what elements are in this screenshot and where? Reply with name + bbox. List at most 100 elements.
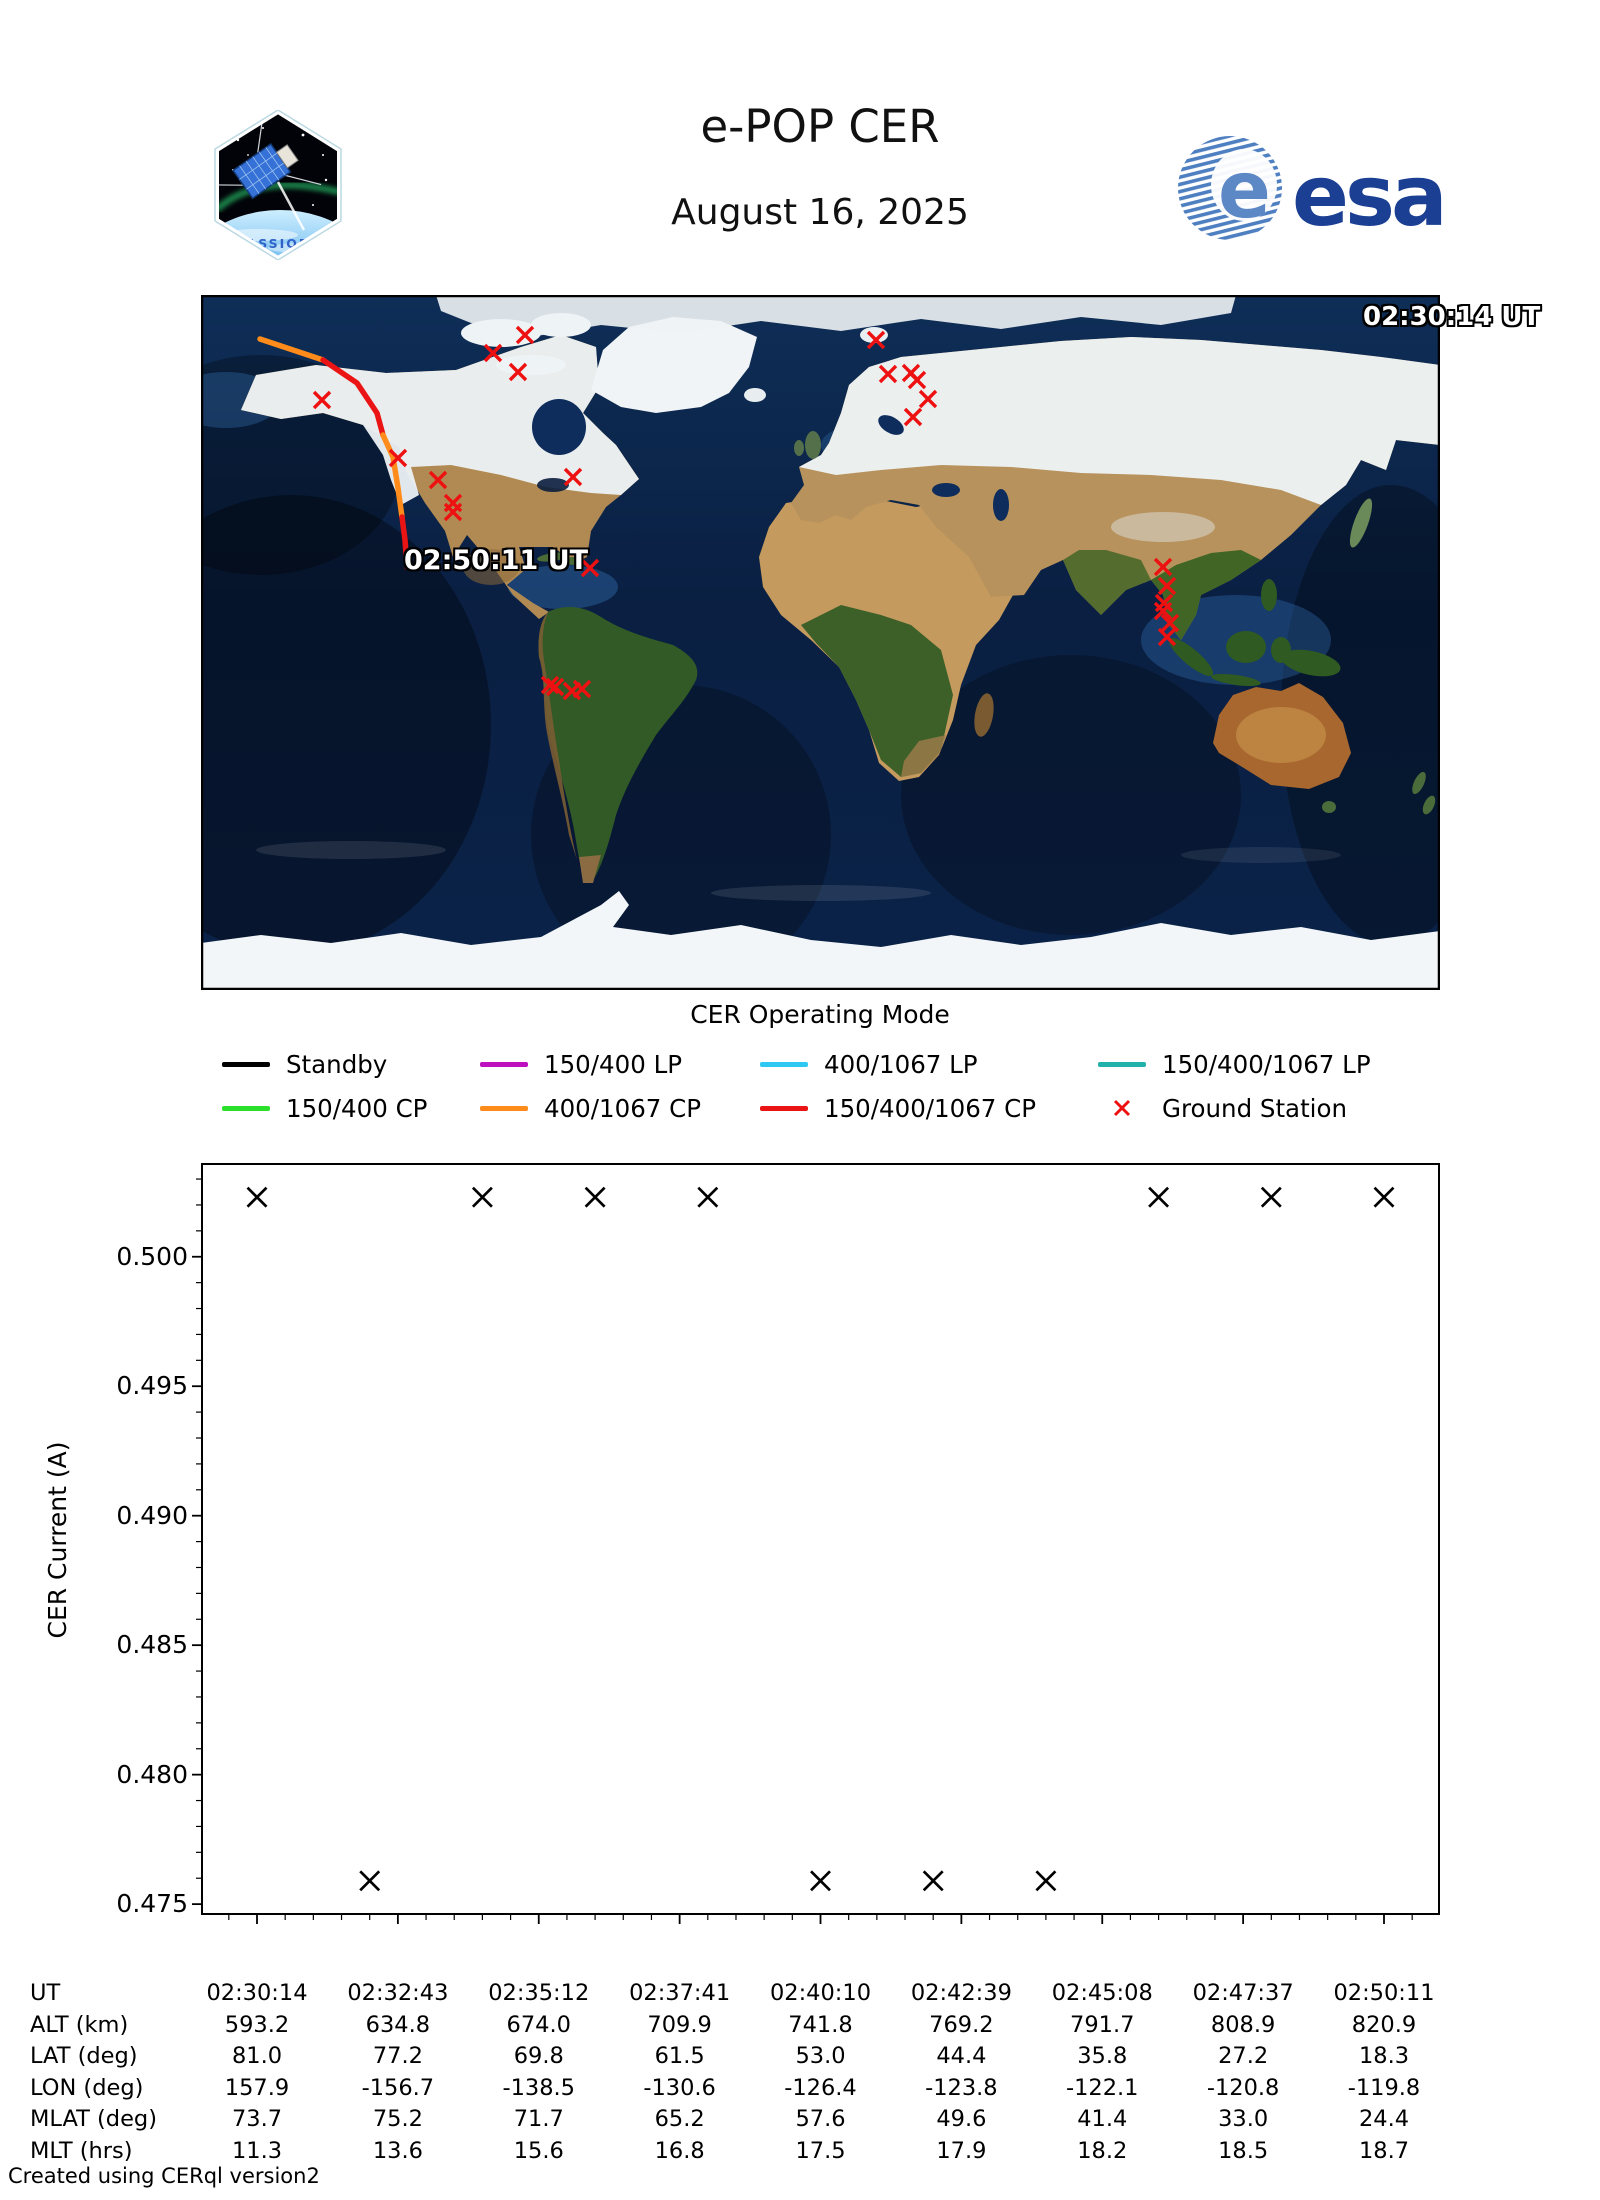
patch-satellite [217, 112, 322, 200]
legend-item: 400/1067 LP [760, 1046, 978, 1082]
table-cell: 791.7 [1070, 2012, 1135, 2038]
ground-station-x-icon [1113, 1099, 1131, 1117]
table-cell: 674.0 [506, 2012, 571, 2038]
y-tick-label: 0.485 [116, 1630, 188, 1660]
table-cell: 65.2 [654, 2106, 705, 2132]
legend-item: 150/400/1067 CP [760, 1090, 1036, 1126]
ground-station-marker [540, 675, 560, 695]
ground-track-map [201, 295, 1440, 990]
ground-station-marker [907, 370, 927, 390]
table-cell: 16.8 [654, 2138, 705, 2164]
table-cell: 02:37:41 [629, 1980, 731, 2006]
cer-current-plot [192, 1163, 1440, 1924]
table-cell: 11.3 [231, 2138, 283, 2164]
legend-item-label: 400/1067 LP [824, 1049, 978, 1079]
satellite-track-segment [380, 432, 405, 520]
table-row-label: MLT (hrs) [30, 2138, 133, 2164]
map-border [201, 295, 1440, 990]
esa-globe-letter: e [1218, 146, 1271, 236]
table-cell: 75.2 [372, 2106, 423, 2132]
legend-item: Ground Station [1098, 1090, 1347, 1126]
table-cell: 77.2 [372, 2043, 423, 2069]
table-cell: -123.8 [925, 2075, 998, 2101]
table-cell: -120.8 [1206, 2075, 1280, 2101]
data-point-marker [1148, 1186, 1170, 1208]
ground-station-marker [443, 502, 463, 522]
table-cell: 02:47:37 [1192, 1980, 1294, 2006]
cassiope-mission-patch: CASSIOPE [214, 110, 342, 260]
legend-item-label: Ground Station [1162, 1093, 1348, 1123]
y-tick-label: 0.490 [116, 1500, 188, 1530]
legend-item-label: 150/400 CP [286, 1093, 428, 1123]
table-cell: 02:32:43 [347, 1980, 449, 2006]
table-cell: 18.7 [1358, 2138, 1410, 2164]
esa-wordmark: esa [1292, 147, 1444, 243]
legend-line-swatch [760, 1061, 808, 1067]
data-point-marker [359, 1870, 381, 1892]
table-cell: 741.8 [788, 2012, 853, 2038]
legend-title: CER Operating Mode [690, 1000, 950, 1029]
ground-station-marker [312, 390, 332, 410]
data-point-marker [1260, 1186, 1282, 1208]
ground-station-marker [1157, 576, 1177, 596]
table-cell: 593.2 [224, 2012, 290, 2038]
data-point-marker [584, 1186, 606, 1208]
legend-line-swatch [760, 1105, 808, 1111]
table-cell: 02:45:08 [1051, 1980, 1153, 2006]
ground-station-marker [903, 407, 923, 427]
legend-item-label: 400/1067 CP [544, 1093, 702, 1123]
legend-item-label: 150/400 LP [544, 1049, 682, 1079]
legend-item-label: 150/400/1067 CP [824, 1093, 1037, 1123]
ground-station-marker [918, 389, 938, 409]
table-cell: 02:35:12 [488, 1980, 590, 2006]
table-cell: 18.5 [1218, 2138, 1269, 2164]
table-cell: 57.6 [795, 2106, 846, 2132]
satellite-track-segment [399, 514, 410, 570]
plot-border [201, 1163, 1440, 1915]
data-point-marker [246, 1186, 268, 1208]
ground-station-marker [545, 677, 565, 697]
table-row-label: ALT (km) [30, 2012, 129, 2038]
table-cell: 02:30:14 [206, 1980, 308, 2006]
table-cell: 44.4 [936, 2043, 987, 2069]
world-map [201, 295, 1440, 990]
table-cell: -122.1 [1065, 2075, 1139, 2101]
map-overlays [257, 325, 1180, 701]
table-cell: 71.7 [513, 2106, 564, 2132]
table-row-label: LAT (deg) [30, 2043, 138, 2069]
ground-station-x-icon [1113, 1099, 1131, 1117]
table-cell: 27.2 [1218, 2043, 1269, 2069]
table-cell: 73.7 [231, 2106, 283, 2132]
table-row-label: LON (deg) [30, 2075, 144, 2101]
data-point-marker [1035, 1870, 1057, 1892]
satellite-track-segment [257, 336, 326, 363]
legend-line-swatch [480, 1061, 528, 1067]
table-row-label: UT [30, 1980, 61, 2006]
data-point-marker [922, 1870, 944, 1892]
table-cell: -130.6 [643, 2075, 716, 2101]
table-cell: 24.4 [1358, 2106, 1410, 2132]
satellite-track-segment [320, 357, 386, 438]
table-cell: 820.9 [1351, 2012, 1417, 2038]
data-point-marker [697, 1186, 719, 1208]
y-tick-label: 0.495 [116, 1371, 188, 1401]
ground-station-marker [1153, 557, 1173, 577]
legend-item: 150/400 LP [480, 1046, 682, 1082]
footer-credit: Created using CERql version2 [8, 2164, 320, 2188]
data-point-marker [471, 1186, 493, 1208]
table-cell: 157.9 [224, 2075, 290, 2101]
table-cell: 35.8 [1077, 2043, 1128, 2069]
legend-line-swatch [480, 1105, 528, 1111]
table-cell: 17.5 [795, 2138, 846, 2164]
table-cell: 13.6 [372, 2138, 423, 2164]
ground-station-marker [878, 364, 898, 384]
legend-line-swatch [222, 1061, 270, 1067]
ground-station-marker [572, 679, 592, 699]
table-cell: 02:50:11 [1333, 1980, 1435, 2006]
table-cell: 69.8 [513, 2043, 564, 2069]
table-cell: 81.0 [231, 2043, 283, 2069]
page-title: e-POP CER [700, 100, 940, 153]
ground-station-marker [1160, 613, 1180, 633]
table-cell: 18.3 [1358, 2043, 1410, 2069]
